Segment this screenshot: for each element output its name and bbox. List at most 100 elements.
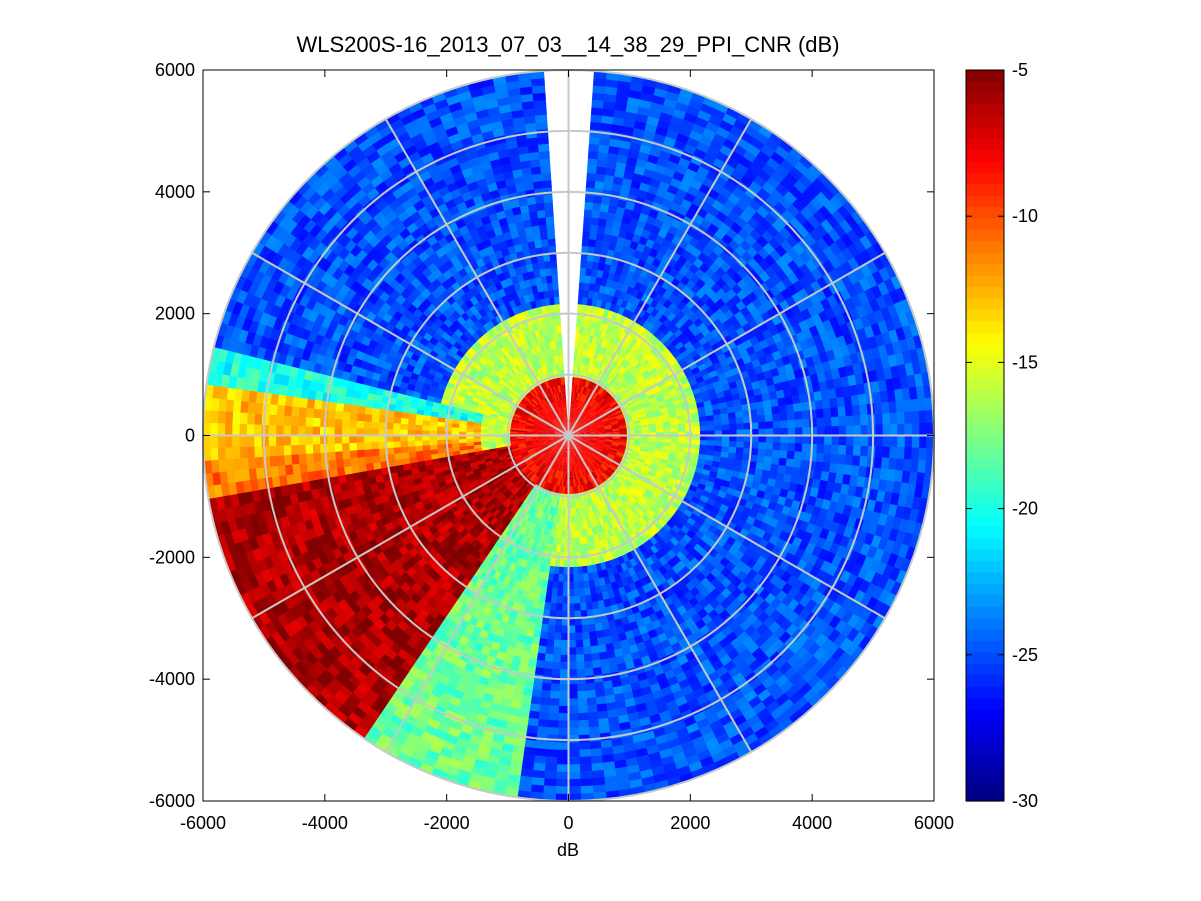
ppi-cell (648, 108, 663, 120)
ppi-cell (708, 114, 724, 128)
ppi-cell (839, 219, 854, 235)
ppi-cell (695, 358, 705, 368)
ppi-cell (590, 755, 603, 764)
ppi-cell (616, 338, 624, 348)
ppi-cell (575, 407, 579, 415)
ppi-cell (778, 404, 787, 414)
ppi-cell (598, 144, 610, 154)
ppi-cell (647, 231, 659, 243)
ppi-cell (642, 130, 656, 141)
ppi-cell (585, 304, 592, 314)
ppi-cell (701, 341, 712, 351)
ppi-cell (604, 86, 619, 96)
ppi-cell (598, 285, 607, 294)
ppi-cell (824, 307, 837, 321)
ppi-cell (573, 377, 577, 385)
ppi-cell (788, 352, 799, 364)
ppi-cell (590, 114, 603, 123)
ppi-cell (577, 712, 589, 721)
ppi-cell (599, 210, 609, 220)
ppi-cell (623, 170, 635, 181)
ppi-cell (660, 387, 670, 395)
ppi-cell (672, 194, 685, 206)
ppi-cell (615, 364, 623, 373)
ppi-cell (571, 530, 576, 539)
ppi-cell (576, 400, 580, 408)
ppi-cell (591, 92, 606, 102)
ppi-cell (579, 763, 592, 772)
ppi-cell (603, 403, 611, 410)
ppi-cell (826, 294, 839, 309)
ppi-cell (747, 118, 764, 133)
ppi-cell (758, 442, 766, 450)
ppi-cell (707, 440, 715, 447)
ppi-cell (550, 676, 561, 685)
ppi-cell (816, 417, 825, 428)
ppi-cell (600, 330, 607, 340)
ppi-cell (594, 688, 606, 698)
ppi-cell (689, 336, 700, 346)
ppi-cell (834, 237, 848, 253)
ppi-cell (612, 176, 624, 186)
ppi-cell (744, 204, 758, 218)
ppi-cell (615, 373, 623, 382)
ppi-cell (683, 112, 699, 125)
ppi-cell (649, 298, 659, 309)
ppi-cell (613, 109, 627, 119)
ppi-cell (570, 413, 572, 422)
ppi-cell (681, 119, 696, 131)
ppi-cell (663, 350, 673, 360)
ppi-cell (628, 405, 637, 412)
ppi-cell (626, 156, 639, 167)
ppi-cell (584, 364, 589, 373)
ppi-cell (627, 295, 637, 305)
ppi-cell (577, 362, 582, 371)
ppi-cell (574, 384, 578, 393)
ppi-cell (601, 339, 608, 348)
ppi-cell (635, 386, 644, 394)
ppi-cell (801, 451, 810, 462)
ppi-cell (574, 426, 581, 432)
ppi-cell (767, 360, 778, 371)
ppi-cell (658, 355, 667, 364)
ppi-cell (585, 601, 593, 611)
ppi-cell (654, 301, 664, 312)
ppi-cell (761, 230, 775, 244)
ppi-cell (910, 459, 919, 474)
ppi-cell (657, 343, 667, 353)
ppi-cell (888, 401, 897, 414)
ppi-cell (831, 416, 840, 427)
ppi-cell (743, 125, 760, 139)
ppi-cell (616, 398, 625, 405)
ppi-cell (587, 711, 599, 721)
ppi-cell (676, 133, 690, 145)
ppi-cell (623, 118, 637, 129)
ppi-cell (624, 163, 637, 174)
ppi-cell (597, 408, 605, 415)
ppi-cell (561, 618, 569, 626)
ppi-cell (591, 391, 598, 400)
ppi-cell (573, 424, 580, 431)
ppi-cell (803, 169, 819, 184)
ppi-cell (875, 435, 884, 448)
ppi-cell (642, 385, 652, 392)
ppi-cell (570, 406, 573, 414)
ppi-cell (644, 123, 659, 134)
ppi-cell (598, 345, 605, 355)
ppi-cell (530, 696, 541, 705)
ppi-cell (765, 194, 780, 208)
ppi-cell (585, 416, 592, 423)
ppi-cell (580, 386, 585, 394)
ppi-cell (686, 357, 696, 367)
ppi-cell (903, 447, 913, 461)
ppi-cell (699, 420, 708, 427)
ppi-cell (838, 416, 847, 427)
ppi-cell (605, 79, 620, 89)
ppi-cell (721, 440, 730, 448)
ppi-cell (617, 80, 632, 91)
ppi-cell (684, 370, 694, 379)
ppi-cell (576, 407, 580, 416)
ppi-cell (556, 742, 569, 751)
ppi-cell (579, 267, 587, 276)
ppi-cell (625, 201, 636, 211)
